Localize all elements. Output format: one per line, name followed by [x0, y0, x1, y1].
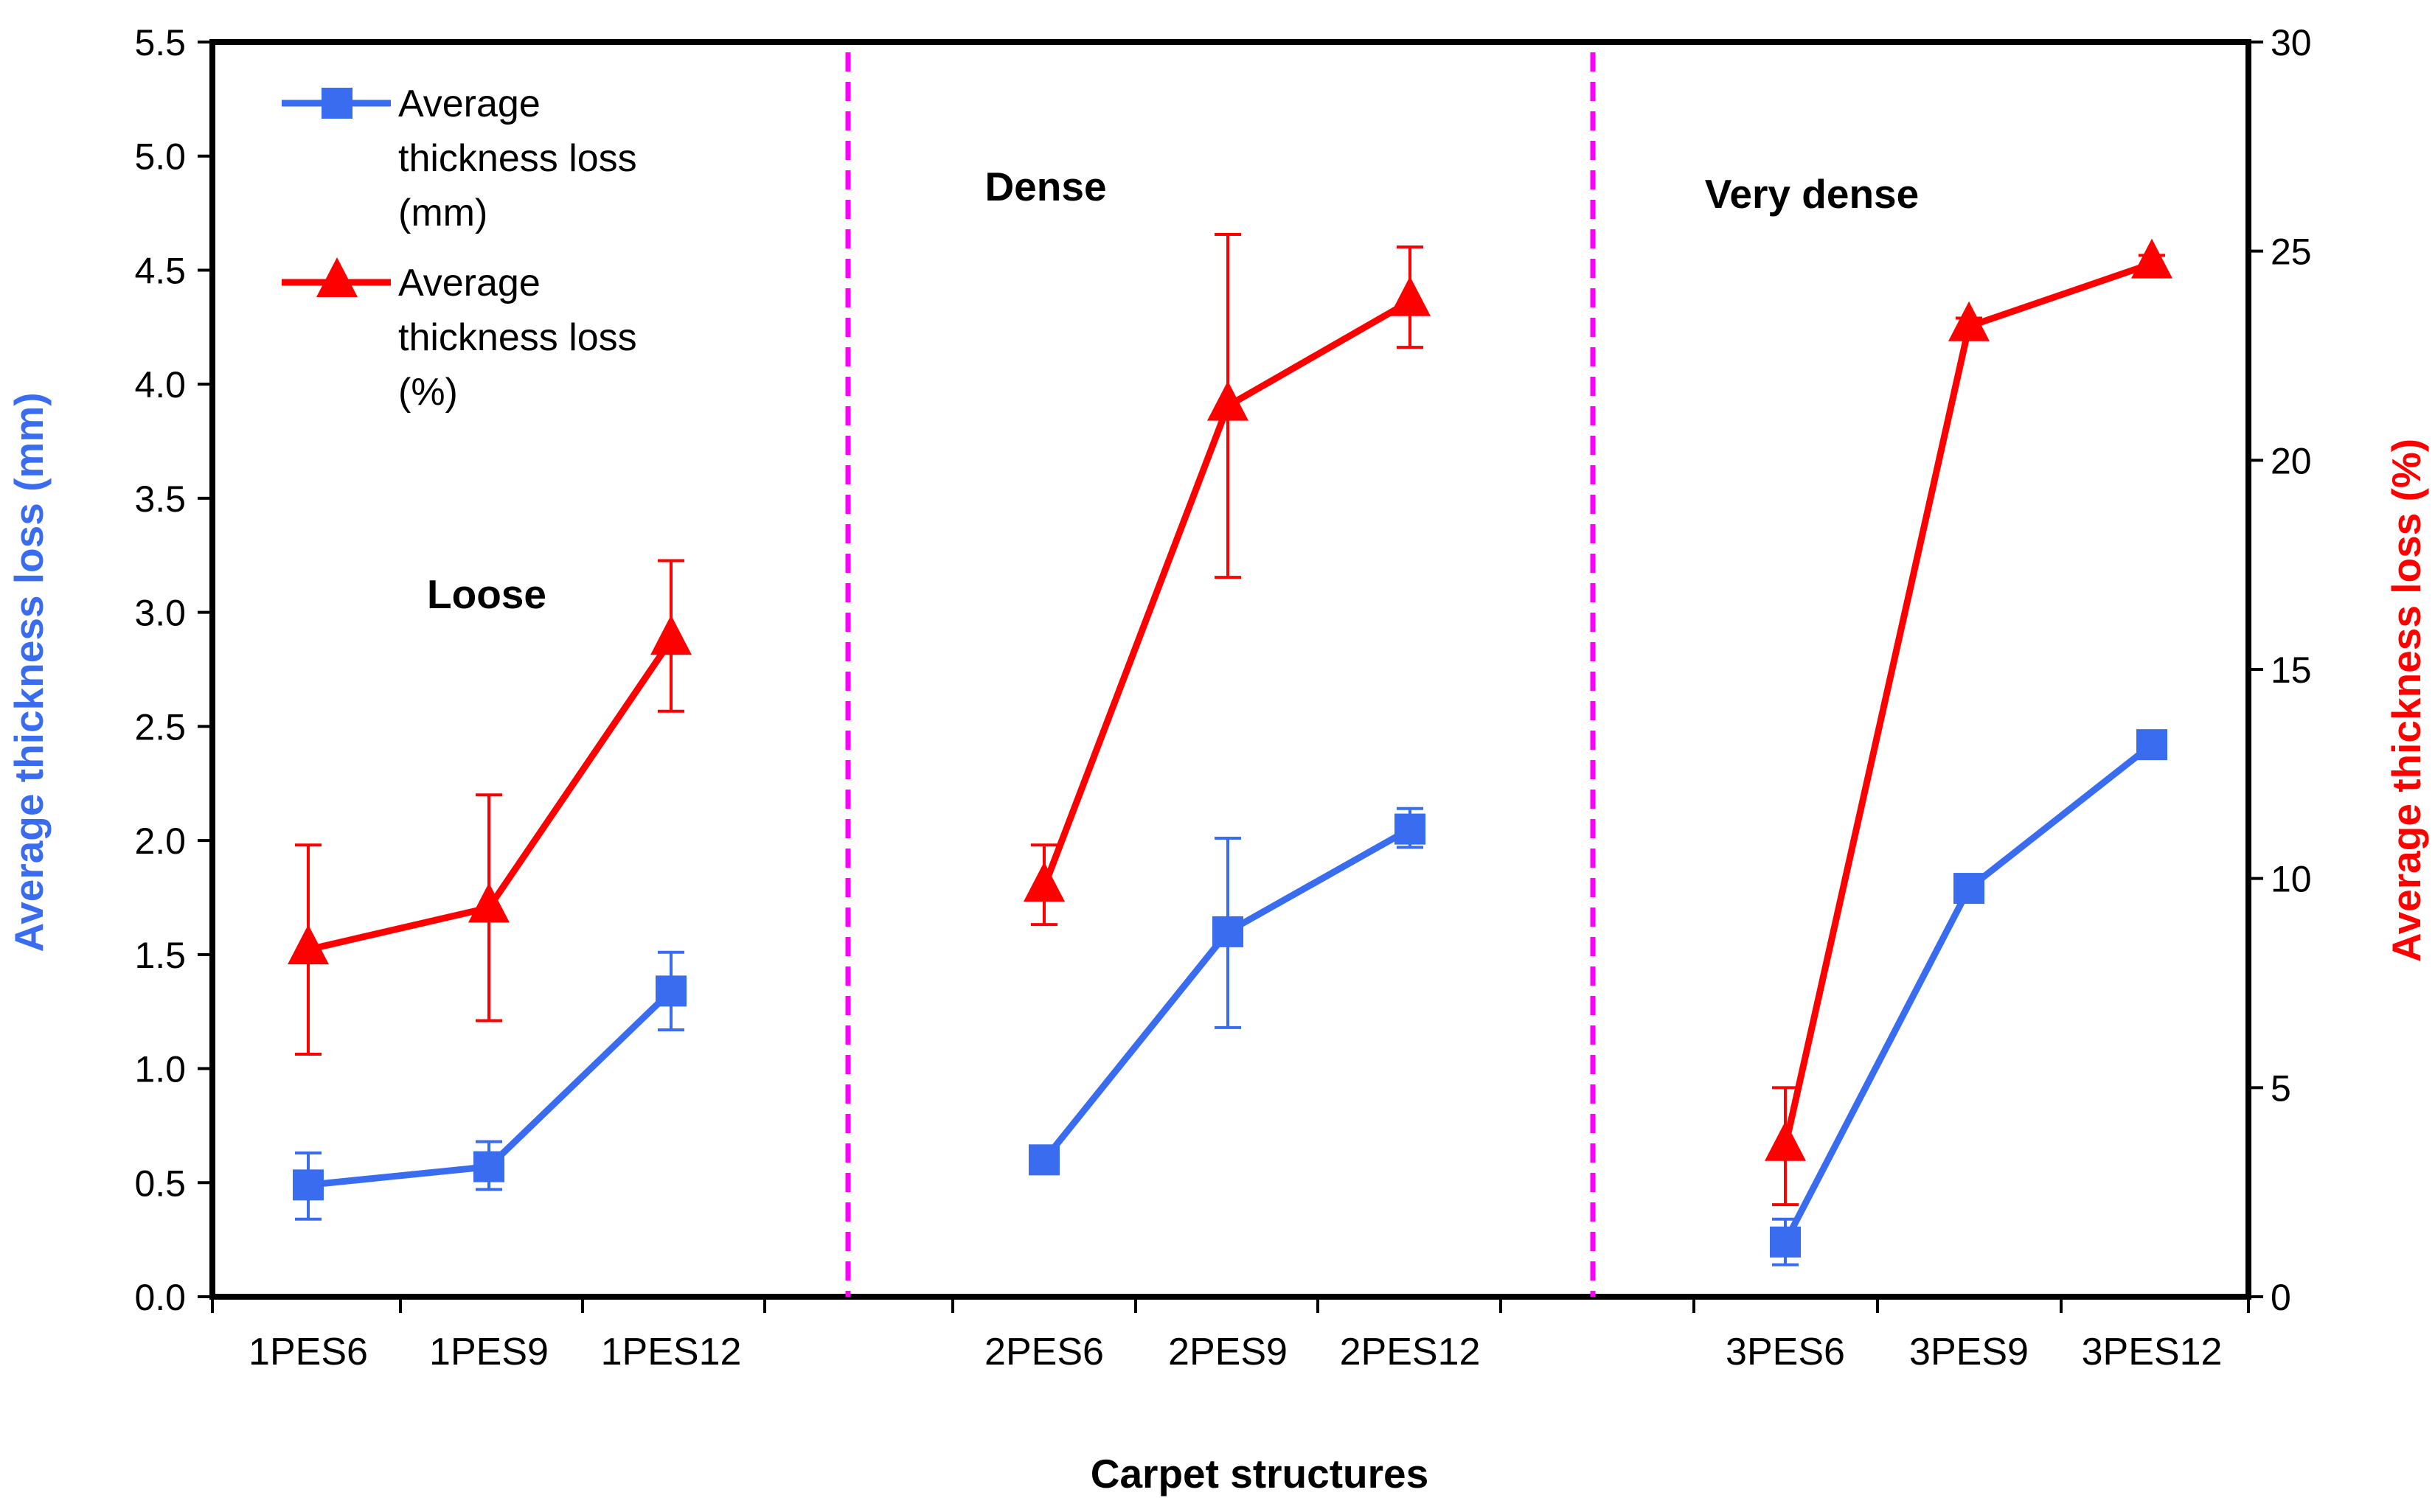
left-axis-tick-labels: 0.0 0.5 1.0 1.5 2.0 2.5 3.0 3.5 4.0 4.5 5.0 5.5 — [134, 22, 186, 1318]
legend: Average thickness loss (mm) Average thicknes… — [282, 83, 637, 414]
legend-label-2-line-2: thickness loss — [398, 316, 637, 359]
right-tick-label: 0 — [2271, 1277, 2291, 1318]
data-point-triangle — [1207, 380, 1248, 421]
series-layer — [288, 232, 2172, 1267]
left-tick-label: 0.0 — [134, 1277, 186, 1318]
category-label-2pes12: 2PES12 — [1340, 1331, 1481, 1373]
data-point-triangle — [1765, 1121, 1806, 1161]
legend-label-1-line-2: thickness loss — [398, 137, 637, 180]
category-label-2pes6: 2PES6 — [984, 1331, 1104, 1373]
legend-label-1-line-3: (mm) — [398, 192, 487, 234]
category-label-3pes6: 3PES6 — [1726, 1331, 1845, 1373]
left-tick-label: 3.0 — [134, 593, 186, 634]
legend-label-2-line-1: Average — [398, 262, 541, 304]
series-mm — [293, 729, 2167, 1267]
legend-label-2-line-3: (%) — [398, 371, 458, 414]
data-point-triangle — [1024, 862, 1065, 902]
data-point-square — [1953, 873, 1984, 905]
data-point-square — [1394, 813, 1425, 845]
left-tick-label: 2.5 — [134, 706, 186, 748]
data-point-square — [1029, 1144, 1060, 1176]
region-labels: Loose Dense Very dense — [427, 164, 1919, 617]
data-point-square — [293, 1169, 324, 1201]
category-labels: 1PES6 1PES9 1PES12 2PES6 2PES9 2PES12 3PES6 3PE… — [249, 1331, 2222, 1373]
data-point-triangle — [2131, 238, 2172, 279]
data-point-square — [1212, 916, 1243, 947]
left-tick-label: 1.5 — [134, 935, 186, 976]
data-point-triangle — [288, 924, 329, 965]
legend-marker-triangle — [316, 257, 358, 297]
category-label-3pes12: 3PES12 — [2082, 1331, 2223, 1373]
right-tick-label: 5 — [2271, 1067, 2291, 1109]
data-point-square — [656, 975, 687, 1007]
left-axis-title: Average thickness loss (mm) — [6, 392, 52, 952]
left-tick-label: 1.0 — [134, 1049, 186, 1090]
right-tick-label: 20 — [2271, 440, 2312, 481]
plot-area — [209, 39, 2251, 1300]
data-point-triangle — [1389, 276, 1431, 316]
region-label-very-dense: Very dense — [1705, 171, 1919, 217]
right-axis-tick-labels: 0 5 10 15 20 25 30 — [2271, 22, 2312, 1318]
category-label-1pes9: 1PES9 — [429, 1331, 549, 1373]
legend-label-1-line-1: Average — [398, 83, 541, 125]
data-point-square — [1770, 1226, 1801, 1258]
right-tick-label: 10 — [2271, 859, 2312, 900]
left-tick-label: 4.0 — [134, 364, 186, 405]
x-axis-title: Carpet structures — [1091, 1451, 1428, 1497]
left-tick-label: 5.5 — [134, 22, 186, 63]
right-axis-title: Average thickness loss (%) — [2383, 439, 2429, 962]
data-point-triangle — [650, 615, 692, 655]
left-tick-label: 4.5 — [134, 250, 186, 291]
left-tick-label: 2.0 — [134, 821, 186, 862]
category-label-3pes9: 3PES9 — [1909, 1331, 2029, 1373]
region-label-dense: Dense — [984, 164, 1106, 209]
region-label-loose: Loose — [427, 571, 546, 617]
data-point-triangle — [468, 882, 510, 923]
right-tick-label: 30 — [2271, 22, 2312, 63]
left-tick-label: 3.5 — [134, 478, 186, 520]
right-tick-label: 15 — [2271, 649, 2312, 691]
legend-marker-square — [322, 88, 352, 119]
series-percent — [288, 232, 2172, 1207]
category-label-1pes12: 1PES12 — [601, 1331, 742, 1373]
right-tick-label: 25 — [2271, 231, 2312, 273]
data-point-square — [2136, 729, 2167, 761]
axis-ticks — [198, 41, 2263, 1313]
group-dividers — [845, 52, 1596, 1297]
category-label-2pes9: 2PES9 — [1168, 1331, 1288, 1373]
category-label-1pes6: 1PES6 — [249, 1331, 368, 1373]
data-point-square — [473, 1151, 504, 1182]
left-tick-label: 5.0 — [134, 136, 186, 178]
data-point-triangle — [1948, 301, 1990, 341]
left-tick-label: 0.5 — [134, 1163, 186, 1204]
